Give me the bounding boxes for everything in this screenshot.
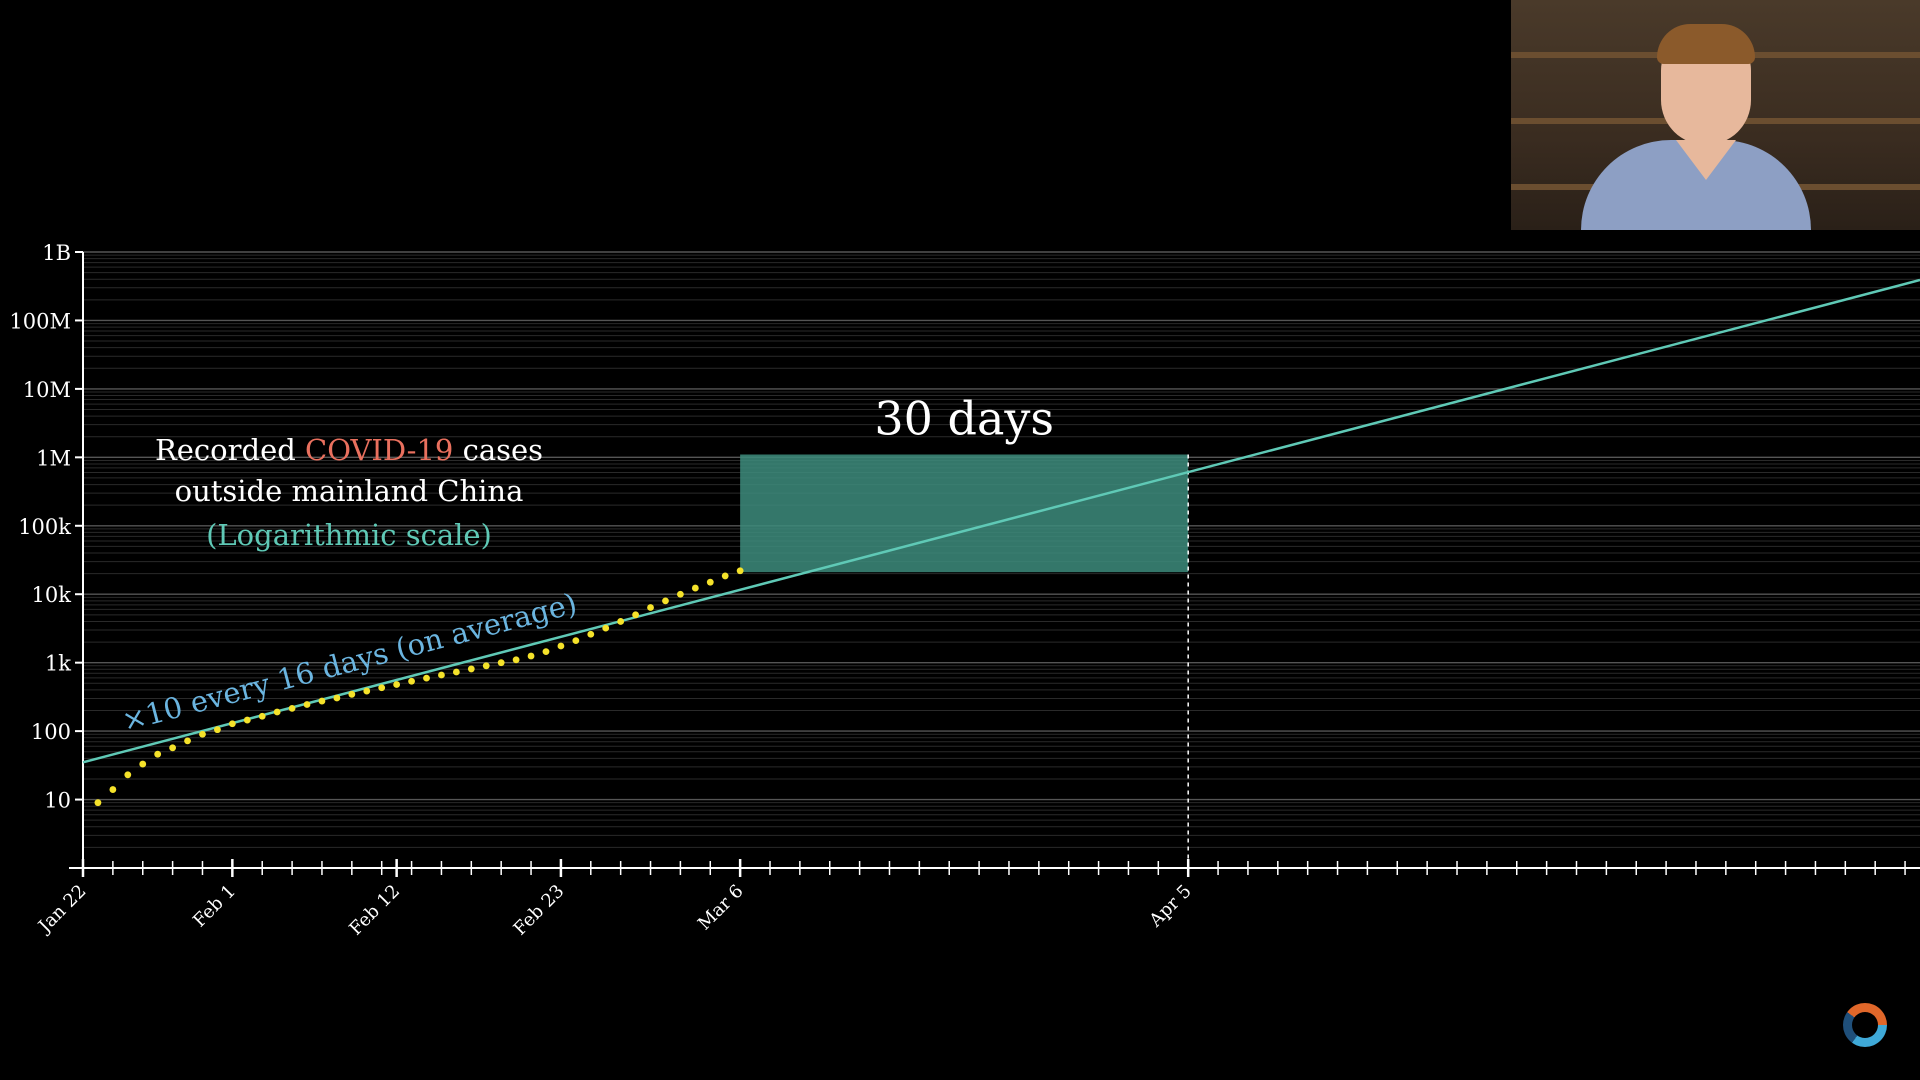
data-point <box>632 611 639 619</box>
title-suffix: cases <box>453 433 543 467</box>
annotation-box-group <box>740 454 1189 868</box>
data-point <box>452 668 460 676</box>
data-point <box>691 584 699 592</box>
data-point <box>542 648 550 656</box>
data-point <box>243 716 251 724</box>
data-point <box>273 708 281 716</box>
data-point <box>647 604 654 611</box>
data-point <box>662 597 669 605</box>
data-point <box>467 665 475 673</box>
data-point <box>214 726 221 734</box>
x-tick-label: Feb 23 <box>510 881 569 940</box>
trend-line-group <box>82 278 1920 764</box>
annotation-box <box>740 454 1189 573</box>
y-tick-label: 100k <box>18 515 71 539</box>
x-tick-label: Feb 1 <box>189 881 240 932</box>
presenter-video <box>1581 24 1811 230</box>
x-tick-label: Mar 6 <box>694 881 748 935</box>
data-point <box>124 771 132 779</box>
y-tick-label: 1k <box>45 652 71 676</box>
chart-title-line1: Recorded COVID-19 cases <box>155 433 543 467</box>
data-point <box>482 662 490 670</box>
data-point <box>721 572 729 580</box>
y-axis: 10 100 1k 10k 100k 1M 10M 100M 1B <box>9 241 84 868</box>
y-tick-label: 1B <box>42 241 71 265</box>
y-tick-label: 100M <box>9 309 71 333</box>
data-point <box>228 720 236 728</box>
y-tick-label: 10M <box>23 378 71 402</box>
data-point <box>736 567 744 575</box>
data-point <box>602 624 610 632</box>
y-tick-label: 10 <box>44 789 71 813</box>
data-point <box>154 750 162 758</box>
data-point <box>363 687 371 695</box>
data-point <box>706 578 714 586</box>
grid-lines <box>83 251 1920 848</box>
data-point <box>423 674 430 682</box>
data-point <box>333 694 341 702</box>
data-point <box>557 642 565 650</box>
data-point <box>94 799 102 807</box>
data-point <box>109 786 117 793</box>
data-point <box>184 737 191 745</box>
chart-title-line2: outside mainland China <box>175 474 524 508</box>
data-point <box>617 618 625 625</box>
data-point <box>497 659 505 667</box>
data-point <box>199 730 206 738</box>
data-point <box>408 677 415 685</box>
data-point <box>139 760 147 768</box>
data-point <box>378 684 386 692</box>
data-point <box>348 690 356 698</box>
data-point <box>258 712 266 720</box>
data-point <box>572 637 580 645</box>
data-point <box>303 701 311 708</box>
x-axis: Jan 22 Feb 1 Feb 12 Feb 23 Mar 6 Apr 5 <box>33 859 1920 940</box>
y-tick-label: 1M <box>36 446 71 470</box>
data-point <box>318 697 326 705</box>
x-tick-label: Apr 5 <box>1145 881 1196 932</box>
data-point <box>676 590 684 598</box>
annotation-label: 30 days <box>874 392 1054 446</box>
scale-note: (Logarithmic scale) <box>206 518 492 552</box>
data-point <box>438 671 445 679</box>
data-points <box>94 567 744 807</box>
title-highlight: COVID-19 <box>305 433 453 467</box>
trend-line <box>82 278 1920 764</box>
channel-logo-icon <box>1843 1003 1887 1047</box>
x-tick-label: Jan 22 <box>33 881 90 938</box>
data-point <box>393 681 401 688</box>
data-point <box>527 652 535 660</box>
data-point <box>512 656 520 664</box>
x-tick-label: Feb 12 <box>345 881 404 940</box>
data-point <box>169 744 177 752</box>
data-point <box>587 630 595 638</box>
y-tick-label: 100 <box>31 720 71 744</box>
title-prefix: Recorded <box>155 433 305 467</box>
data-point <box>288 704 296 712</box>
y-tick-label: 10k <box>32 583 72 607</box>
webcam-overlay <box>1511 0 1920 230</box>
